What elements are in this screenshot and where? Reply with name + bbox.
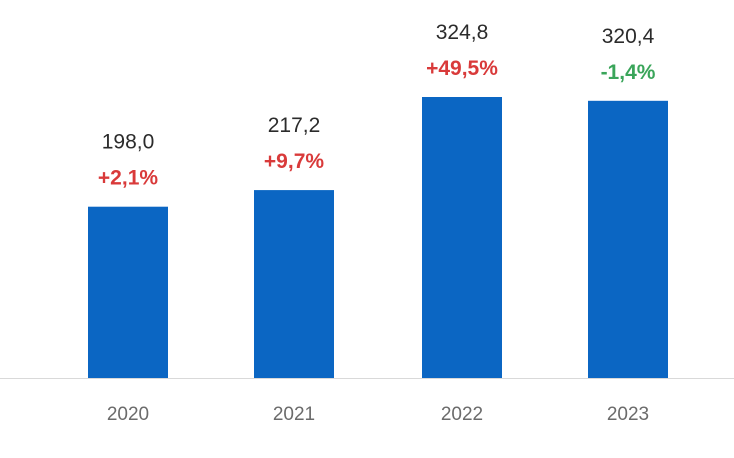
change-label-2022: +49,5% (426, 57, 498, 80)
bar-2022 (422, 97, 502, 378)
x-tick-label-2021: 2021 (273, 404, 315, 425)
change-label-2021: +9,7% (264, 150, 324, 173)
change-label-2020: +2,1% (98, 167, 158, 190)
x-tick-label-2020: 2020 (107, 404, 149, 425)
bar-2021 (254, 190, 334, 378)
change-label-2023: -1,4% (601, 61, 656, 84)
value-label-2020: 198,0 (102, 131, 155, 154)
value-label-2023: 320,4 (602, 25, 655, 48)
bar-2023 (588, 100, 668, 379)
value-label-2022: 324,8 (436, 21, 489, 44)
bar-2020 (88, 206, 168, 378)
value-label-2021: 217,2 (268, 114, 321, 137)
x-tick-label-2023: 2023 (607, 404, 649, 425)
x-tick-label-2022: 2022 (441, 404, 483, 425)
